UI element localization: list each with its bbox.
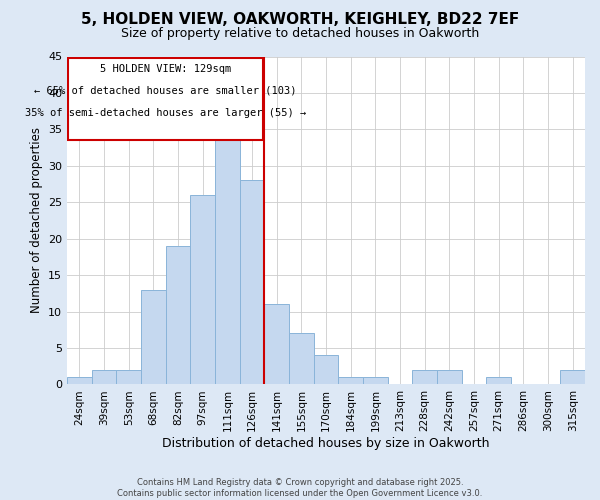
Bar [215,115,240,384]
Text: Size of property relative to detached houses in Oakworth: Size of property relative to detached ho… [121,28,479,40]
Bar [437,370,461,384]
Text: Contains HM Land Registry data © Crown copyright and database right 2025.
Contai: Contains HM Land Registry data © Crown c… [118,478,482,498]
FancyBboxPatch shape [68,58,263,140]
Bar [412,370,437,384]
Bar [289,334,314,384]
Bar [92,370,116,384]
Bar [560,370,585,384]
Bar [190,195,215,384]
Text: ← 65% of detached houses are smaller (103): ← 65% of detached houses are smaller (10… [34,86,297,96]
Bar [141,290,166,384]
X-axis label: Distribution of detached houses by size in Oakworth: Distribution of detached houses by size … [162,437,490,450]
Bar [116,370,141,384]
Bar [166,246,190,384]
Y-axis label: Number of detached properties: Number of detached properties [29,128,43,314]
Text: 35% of semi-detached houses are larger (55) →: 35% of semi-detached houses are larger (… [25,108,307,118]
Text: 5 HOLDEN VIEW: 129sqm: 5 HOLDEN VIEW: 129sqm [100,64,232,74]
Text: 5, HOLDEN VIEW, OAKWORTH, KEIGHLEY, BD22 7EF: 5, HOLDEN VIEW, OAKWORTH, KEIGHLEY, BD22… [81,12,519,28]
Bar [240,180,265,384]
Bar [67,377,92,384]
Bar [363,377,388,384]
Bar [338,377,363,384]
Bar [265,304,289,384]
Bar [487,377,511,384]
Bar [314,356,338,384]
